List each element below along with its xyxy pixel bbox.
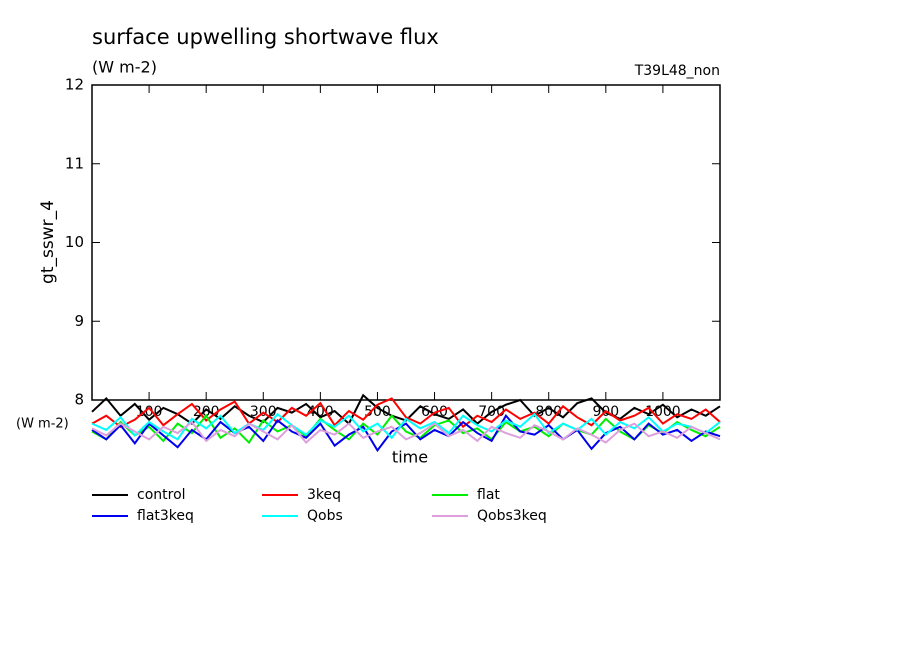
y-tick-label: 11 (65, 154, 84, 172)
series-line (91, 397, 721, 429)
y-axis-label: gt_sswr_4 (38, 200, 58, 284)
legend-label: Qobs (307, 508, 343, 524)
legend-label: control (137, 487, 186, 503)
x-tick-label: 500 (364, 404, 391, 420)
annotation: T39L48_non (634, 63, 720, 79)
legend-label: Qobs3keq (477, 508, 547, 524)
legend-label: 3keq (307, 487, 341, 503)
x-axis-label: time (392, 448, 428, 467)
chart-subtitle: (W m-2) (92, 58, 157, 77)
x-tick-label: 1000 (645, 404, 681, 420)
series-line (91, 412, 721, 441)
legend-label: flat3keq (137, 508, 194, 524)
legend-label: flat (477, 487, 500, 503)
series-line (91, 420, 721, 444)
y-tick-label: 12 (65, 76, 84, 94)
chart-title: surface upwelling shortwave flux (92, 25, 439, 49)
y-tick-label: 10 (65, 233, 84, 251)
y-tick-label: 8 (74, 391, 84, 409)
series-line (91, 414, 721, 453)
plot-frame (91, 84, 721, 401)
x-unit: (W m-2) (16, 417, 69, 432)
y-tick-label: 9 (74, 312, 84, 330)
